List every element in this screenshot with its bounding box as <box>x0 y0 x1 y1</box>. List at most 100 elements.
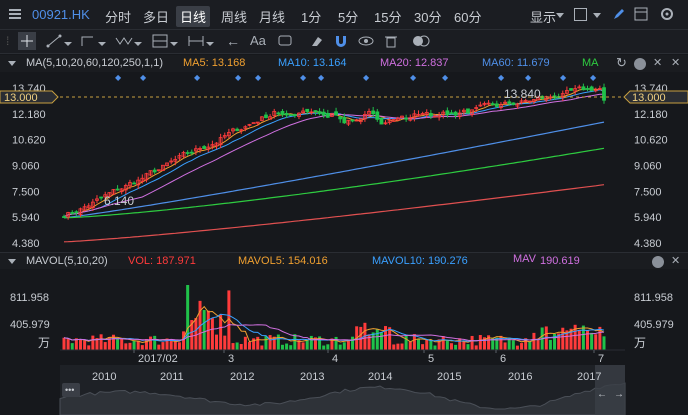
magnet-icon[interactable] <box>334 34 348 51</box>
tab-timeframe-2[interactable]: 日线 <box>176 6 211 27</box>
menu-icon[interactable] <box>8 7 22 24</box>
volume-bar-92 <box>441 336 445 350</box>
settings-icon[interactable] <box>660 7 674 24</box>
event-marker-6[interactable]: ◆ <box>318 73 325 82</box>
date-label-0: 2017/02 <box>138 353 178 365</box>
event-marker-13[interactable]: ◆ <box>590 73 597 82</box>
event-marker-8[interactable]: ◆ <box>410 73 417 82</box>
candle-body-128 <box>589 86 594 92</box>
crosshair-icon[interactable] <box>18 32 36 53</box>
settings-icon-ma[interactable] <box>634 58 646 70</box>
candle-body-58 <box>301 110 305 113</box>
event-marker-1[interactable]: ◆ <box>140 73 147 82</box>
comment-icon[interactable] <box>278 34 292 51</box>
volume-bar-32 <box>194 317 198 350</box>
price-axis-left-3: 9.060 <box>12 161 40 173</box>
chevron-down-icon-measure[interactable] <box>206 42 214 46</box>
volume-bar-128 <box>590 332 594 350</box>
chevron-down-icon-line[interactable] <box>64 42 72 46</box>
price-axis-right-1: 12.180 <box>634 109 668 121</box>
volume-bar-115 <box>536 339 540 350</box>
settings-icon-vol[interactable] <box>652 256 664 268</box>
tab-timeframe-8[interactable]: 30分 <box>414 10 442 25</box>
navigator-left-handle-icon[interactable]: ← <box>597 389 607 400</box>
tab-timeframe-1[interactable]: 多日 <box>143 10 170 25</box>
event-marker-9[interactable]: ◆ <box>442 73 449 82</box>
layout-grid-icon[interactable] <box>634 7 648 24</box>
close-icon-ma-2[interactable]: ✕ <box>671 57 681 69</box>
pen-icon[interactable] <box>612 7 626 24</box>
candle-body-76 <box>375 111 380 120</box>
volume-bar-40 <box>227 290 231 350</box>
volume-bar-96 <box>458 338 462 350</box>
event-marker-11[interactable]: ◆ <box>525 73 532 82</box>
navigator-menu-button[interactable] <box>62 383 80 397</box>
arrow-left-icon[interactable]: ← <box>226 33 240 49</box>
event-marker-12[interactable]: ◆ <box>560 73 567 82</box>
navigator-right-handle-icon[interactable]: → <box>614 389 624 400</box>
chevron-down-icon-fib[interactable] <box>170 42 178 46</box>
event-marker-2[interactable]: ◆ <box>194 73 201 82</box>
event-marker-4[interactable]: ◆ <box>255 73 262 82</box>
event-marker-3[interactable]: ◆ <box>235 73 242 82</box>
chevron-down-icon-channel[interactable] <box>98 42 106 46</box>
volume-bar-36 <box>210 318 214 350</box>
price-axis-right-4: 7.500 <box>634 186 662 198</box>
symbol-label[interactable]: 00921.HK <box>32 7 90 22</box>
candle-body-125 <box>577 86 582 89</box>
close-icon-ma[interactable]: ✕ <box>653 57 663 69</box>
toggle-icon[interactable] <box>412 34 430 51</box>
measure-tool-icon[interactable] <box>188 34 204 51</box>
volume-bar-66 <box>334 336 338 350</box>
volume-bar-22 <box>153 335 157 350</box>
tab-timeframe-3[interactable]: 周线 <box>221 10 248 25</box>
line-tool-icon[interactable] <box>46 34 62 51</box>
volume-chart[interactable]: 811.958 405.979 万 811.958 405.979 万 2017… <box>0 269 688 415</box>
wave-tool-icon[interactable] <box>115 34 133 51</box>
collapse-icon[interactable] <box>8 61 16 66</box>
candle-body-81 <box>395 117 400 121</box>
close-icon-vol[interactable]: ✕ <box>671 255 681 267</box>
volume-bar-119 <box>553 333 557 350</box>
volume-bar-107 <box>503 342 507 350</box>
eye-icon[interactable] <box>358 34 374 51</box>
candle-body-14 <box>119 188 124 192</box>
top-bar: 00921.HK 分时 多日 日线 周线 月线 1分 5分 15分 30分 60… <box>0 0 688 30</box>
volume-bar-11 <box>107 336 111 350</box>
candle-body-90 <box>433 115 437 118</box>
event-marker-0[interactable]: ◆ <box>115 73 122 82</box>
text-tool-label[interactable]: Aa <box>250 33 266 48</box>
eraser-icon[interactable] <box>310 34 324 51</box>
tab-timeframe-4[interactable]: 月线 <box>259 10 286 25</box>
navigator-year-1: 2011 <box>160 371 184 383</box>
trash-icon[interactable] <box>384 34 398 51</box>
chevron-down-icon-wave[interactable] <box>134 42 142 46</box>
volume-bar-59 <box>305 339 309 350</box>
ma-params[interactable]: MA(5,10,20,60,120,250,1,1) <box>26 57 163 69</box>
candle-body-97 <box>461 109 466 113</box>
chevron-down-icon-2[interactable] <box>593 13 601 18</box>
tab-timeframe-9[interactable]: 60分 <box>454 10 482 25</box>
display-dropdown-label[interactable]: 显示 <box>530 10 557 25</box>
chevron-down-icon[interactable] <box>556 13 564 18</box>
mavol-params[interactable]: MAVOL(5,10,20) <box>26 255 108 267</box>
navigator-window[interactable] <box>595 365 625 415</box>
tab-timeframe-7[interactable]: 15分 <box>374 10 402 25</box>
event-marker-7[interactable]: ◆ <box>363 73 370 82</box>
collapse-icon-vol[interactable] <box>8 259 16 264</box>
tab-timeframe-6[interactable]: 5分 <box>338 10 359 25</box>
volume-bar-105 <box>495 337 499 350</box>
vol-value: VOL: 187.971 <box>128 255 196 267</box>
tab-timeframe-5[interactable]: 1分 <box>301 10 322 25</box>
volume-bar-95 <box>454 344 458 350</box>
checkbox-icon[interactable] <box>574 8 587 21</box>
fib-tool-icon[interactable] <box>152 34 168 51</box>
channel-tool-icon[interactable] <box>80 34 96 51</box>
tab-timeframe-0[interactable]: 分时 <box>105 10 132 25</box>
candle-body-47 <box>255 121 260 124</box>
event-marker-5[interactable]: ◆ <box>300 73 307 82</box>
event-marker-10[interactable]: ◆ <box>498 73 505 82</box>
refresh-icon[interactable]: ↻ <box>616 55 627 70</box>
volume-bar-108 <box>507 337 511 350</box>
